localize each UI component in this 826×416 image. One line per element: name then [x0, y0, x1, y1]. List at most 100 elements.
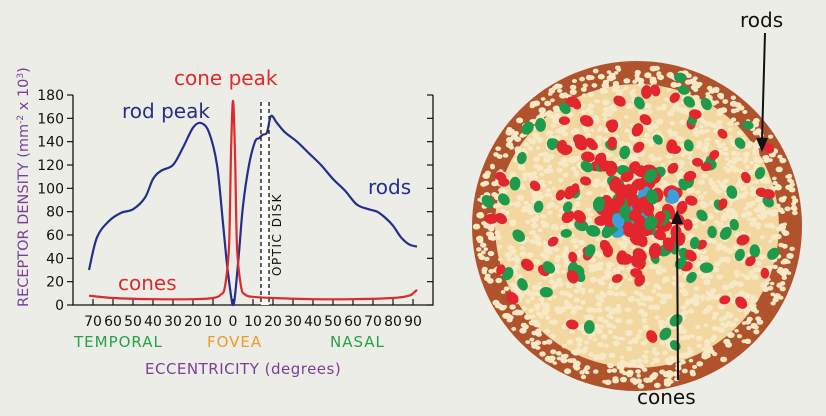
- rod-cell: [584, 365, 591, 371]
- rod-cell: [523, 142, 530, 147]
- rod-cell: [547, 210, 553, 215]
- rod-cell: [577, 239, 584, 244]
- rod-cell: [690, 84, 698, 91]
- red-cone: [628, 208, 641, 221]
- rod-cell: [789, 187, 796, 193]
- rod-cell: [500, 208, 506, 214]
- rod-cell: [551, 285, 557, 290]
- rod-cell: [639, 82, 645, 87]
- rod-cell: [545, 167, 553, 174]
- rod-cell: [692, 365, 698, 369]
- rod-cell: [635, 358, 643, 364]
- rod-cell: [649, 374, 657, 380]
- rod-cell: [598, 355, 605, 361]
- rod-cell: [638, 110, 644, 115]
- rod-cell: [642, 324, 650, 331]
- red-cone: [520, 258, 534, 272]
- rod-cell: [606, 109, 615, 116]
- rod-cell: [710, 122, 718, 129]
- rod-cell: [541, 224, 547, 229]
- rod-cell: [746, 217, 752, 221]
- green-cone: [707, 225, 717, 239]
- rod-cell: [549, 123, 557, 129]
- rod-cell: [727, 202, 733, 206]
- rod-cell: [521, 176, 528, 182]
- rod-cell: [746, 325, 752, 331]
- rod-cell: [757, 202, 766, 209]
- rod-cell: [510, 221, 517, 227]
- rod-cell: [485, 231, 492, 237]
- rod-cell: [741, 339, 747, 344]
- rod-cell: [744, 311, 749, 315]
- rod-cell: [758, 254, 766, 260]
- rod-cell: [636, 373, 641, 378]
- rod-cell: [697, 194, 705, 200]
- red-cone: [689, 109, 702, 120]
- red-cone: [634, 273, 646, 287]
- rod-cell: [662, 276, 670, 283]
- rod-peak-label: rod peak: [122, 99, 210, 123]
- green-cone: [542, 261, 556, 274]
- green-cone: [516, 151, 527, 165]
- rod-cell: [532, 320, 540, 325]
- rod-cell: [629, 135, 636, 141]
- rod-cell: [703, 279, 711, 286]
- x-tick-label: 0: [229, 314, 238, 330]
- rod-cell: [678, 170, 686, 177]
- rod-cell: [717, 293, 722, 298]
- rod-cell: [648, 153, 655, 159]
- rod-cell: [584, 340, 590, 345]
- rod-cell: [693, 286, 700, 291]
- rod-cell: [700, 119, 707, 124]
- rod-cell: [585, 207, 592, 213]
- rod-cell: [790, 205, 798, 211]
- green-cone: [559, 102, 571, 115]
- rod-cell: [574, 282, 582, 288]
- green-cone: [734, 248, 745, 262]
- y-tick-label: 0: [55, 298, 64, 314]
- rod-cell: [557, 88, 563, 93]
- rod-cell: [608, 262, 615, 268]
- red-cone: [616, 250, 628, 265]
- red-cone: [763, 142, 775, 154]
- rod-cell: [545, 355, 551, 360]
- rod-cell: [589, 128, 594, 132]
- rod-cell: [566, 339, 574, 345]
- rod-cell: [686, 73, 692, 78]
- rod-cell: [680, 304, 687, 310]
- rod-cell: [495, 235, 502, 241]
- rod-cell: [580, 109, 586, 115]
- rod-cell: [750, 186, 758, 192]
- rod-cell: [716, 189, 723, 195]
- rod-cell: [599, 324, 605, 329]
- green-cone: [521, 121, 534, 135]
- rod-cell: [573, 288, 580, 294]
- rod-cell: [770, 234, 779, 241]
- green-cone: [678, 178, 689, 191]
- green-cone: [652, 134, 663, 145]
- rod-cell: [589, 276, 597, 283]
- rod-cell: [516, 309, 524, 316]
- rod-cell: [572, 156, 581, 162]
- x-tick-label: 80: [384, 314, 402, 330]
- rod-cell: [536, 136, 544, 143]
- red-cone: [484, 213, 498, 225]
- rod-cell: [631, 245, 636, 249]
- rod-cell: [567, 293, 574, 299]
- rod-cell: [559, 224, 567, 230]
- rod-cell: [559, 306, 567, 313]
- rod-cell: [696, 270, 703, 275]
- rod-cell: [765, 281, 770, 285]
- rod-cell: [612, 107, 618, 112]
- rod-cell: [573, 172, 580, 178]
- rod-cell: [789, 182, 795, 187]
- red-cone: [683, 218, 693, 231]
- rod-cell: [764, 178, 771, 185]
- x-tick-label: 10: [204, 314, 222, 330]
- x-tick-label: 70: [364, 314, 382, 330]
- red-cone: [494, 213, 508, 225]
- rod-cell: [730, 95, 736, 100]
- rod-cell: [709, 200, 715, 206]
- rod-cell: [721, 284, 730, 291]
